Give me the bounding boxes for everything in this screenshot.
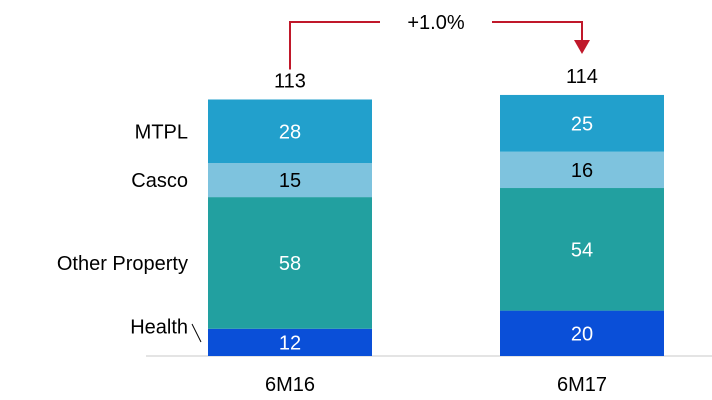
data-label-other-property-6m16: 58 bbox=[279, 253, 301, 275]
series-label-casco: Casco bbox=[131, 170, 188, 192]
series-label-mtpl: MTPL bbox=[135, 121, 188, 143]
data-label-health-6m16: 12 bbox=[279, 332, 301, 354]
bar-segment-mtpl-6m17 bbox=[500, 94, 664, 152]
change-bracket-left bbox=[289, 21, 380, 70]
bar-segment-other-property-6m17 bbox=[500, 188, 664, 311]
change-label: +1.0% bbox=[407, 12, 464, 34]
data-label-casco-6m16: 15 bbox=[279, 170, 301, 192]
series-label-other-property: Other Property bbox=[57, 253, 188, 275]
data-label-mtpl-6m17: 25 bbox=[571, 113, 593, 135]
data-label-mtpl-6m16: 28 bbox=[279, 121, 301, 143]
data-label-casco-6m17: 16 bbox=[571, 160, 593, 182]
bar-segment-casco-6m16 bbox=[208, 163, 372, 198]
change-arrow-head bbox=[574, 40, 590, 54]
bar-segment-health-6m17 bbox=[500, 310, 664, 356]
bar-segment-health-6m16 bbox=[208, 328, 372, 356]
bar-segment-mtpl-6m16 bbox=[208, 99, 372, 164]
bar-segment-casco-6m17 bbox=[500, 151, 664, 189]
total-label-6m16: 113 bbox=[274, 70, 306, 92]
x-tick-label-6m17: 6M17 bbox=[557, 374, 607, 396]
series-label-health: Health bbox=[130, 316, 188, 338]
data-label-health-6m17: 20 bbox=[571, 323, 593, 345]
bar-segment-other-property-6m16 bbox=[208, 197, 372, 329]
total-label-6m17: 114 bbox=[566, 66, 598, 88]
data-label-other-property-6m17: 54 bbox=[571, 239, 593, 261]
health-leader-line bbox=[191, 323, 202, 343]
x-tick-label-6m16: 6M16 bbox=[265, 374, 315, 396]
change-bracket-right bbox=[492, 21, 583, 42]
